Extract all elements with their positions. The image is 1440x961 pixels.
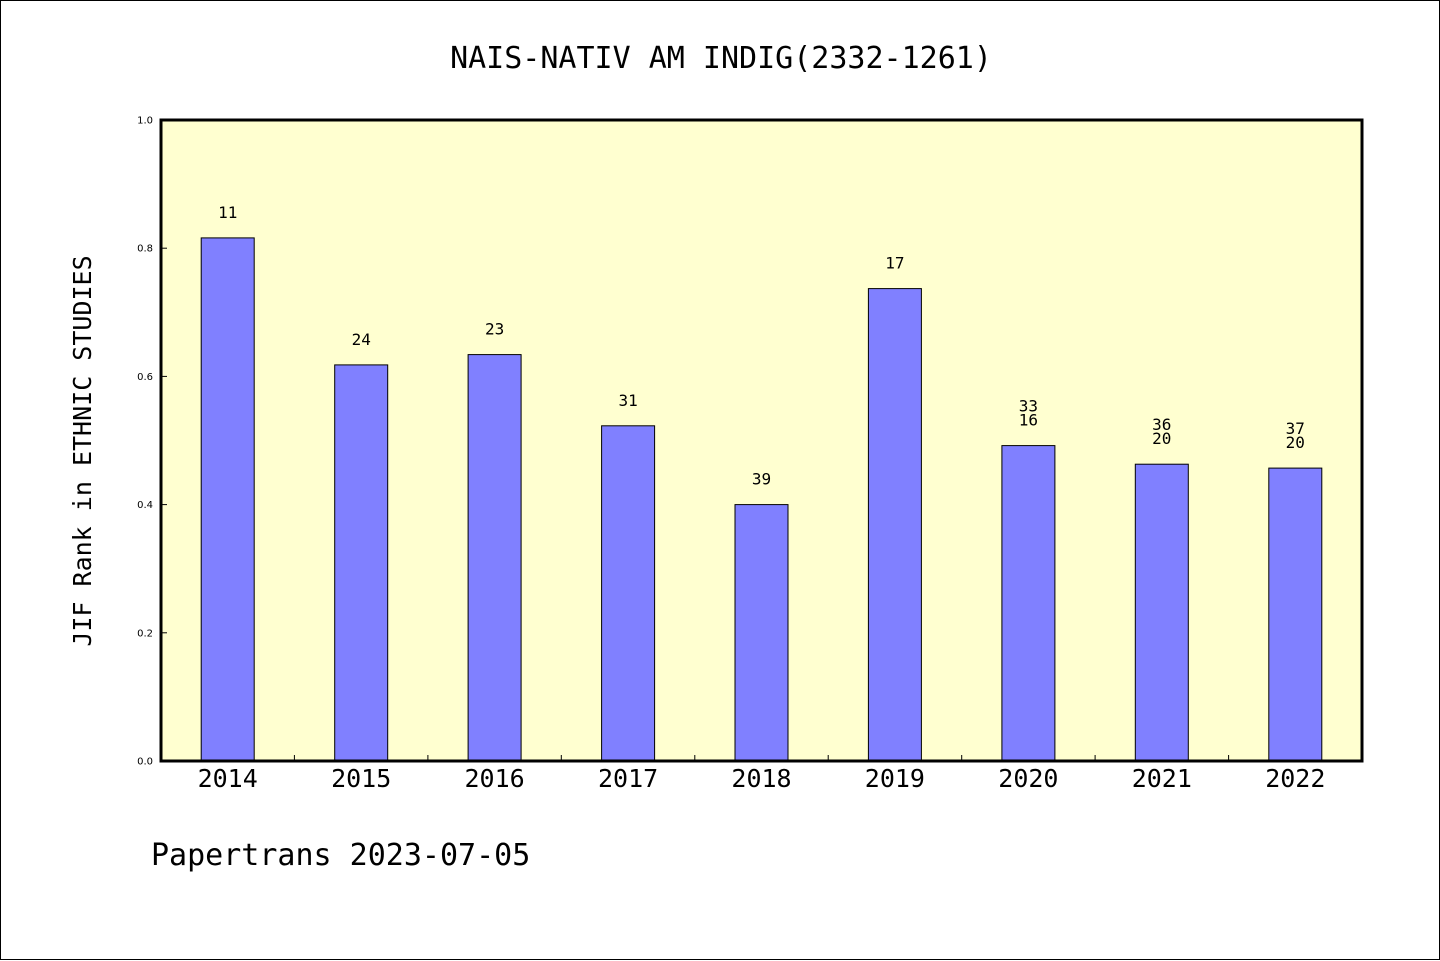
y-tick-label-0.2: 0.2 [137, 628, 153, 639]
plot-border [159, 118, 1364, 763]
x-tick-label-2017: 2017 [598, 764, 658, 793]
y-axis-label: JIF Rank in ETHNIC STUDIES [68, 255, 97, 646]
y-tick-label-0.8: 0.8 [137, 244, 153, 255]
y-tick-label-1.0: 1.0 [137, 116, 153, 127]
bar-label-2014: 11 [218, 203, 237, 222]
x-tick-label-2020: 2020 [998, 764, 1058, 793]
bar-label-2019: 17 [885, 254, 904, 273]
x-tick-label-2016: 2016 [464, 764, 524, 793]
x-tick-label-2014: 2014 [198, 764, 258, 793]
bar-2021 [1134, 463, 1189, 762]
bar-label-2015: 24 [352, 330, 371, 349]
y-tick-label-0.0: 0.0 [137, 757, 153, 768]
bar-2018 [734, 504, 789, 762]
x-tick-label-2022: 2022 [1265, 764, 1325, 793]
x-tick-label-2019: 2019 [865, 764, 925, 793]
bar-label-2021-1: 36 [1152, 415, 1171, 434]
x-tick-label-2018: 2018 [731, 764, 791, 793]
x-tick-label-2021: 2021 [1132, 764, 1192, 793]
y-tick-label-0.4: 0.4 [137, 500, 153, 511]
bar-2017 [601, 425, 656, 762]
bar-label-2022-2: 20 [1286, 433, 1305, 452]
bar-label-2022-1: 37 [1286, 419, 1305, 438]
bar-2016 [467, 354, 522, 762]
x-axis-ticks: 2014 2015 2016 2017 2018 2019 2020 2021 2022 [198, 755, 1325, 793]
bar-label-2021-2: 20 [1152, 429, 1171, 448]
bar-2022 [1268, 467, 1323, 762]
bars-layer [200, 237, 1323, 762]
bar-label-2020-2: 16 [1019, 411, 1038, 430]
y-tick-label-0.6: 0.6 [137, 372, 153, 383]
chart-title: NAIS-NATIV AM INDIG(2332-1261) [450, 41, 992, 76]
bar-2020 [1001, 445, 1056, 762]
x-tick-label-2015: 2015 [331, 764, 391, 793]
bar-2019 [867, 288, 922, 762]
bar-label-2020-1: 33 [1019, 397, 1038, 416]
bar-2014 [200, 237, 255, 762]
bar-2015 [334, 364, 389, 762]
bar-label-2016: 23 [485, 320, 504, 339]
bar-label-2018: 39 [752, 470, 771, 489]
footer-text: Papertrans 2023-07-05 [151, 838, 530, 873]
bar-label-2017: 31 [618, 391, 637, 410]
